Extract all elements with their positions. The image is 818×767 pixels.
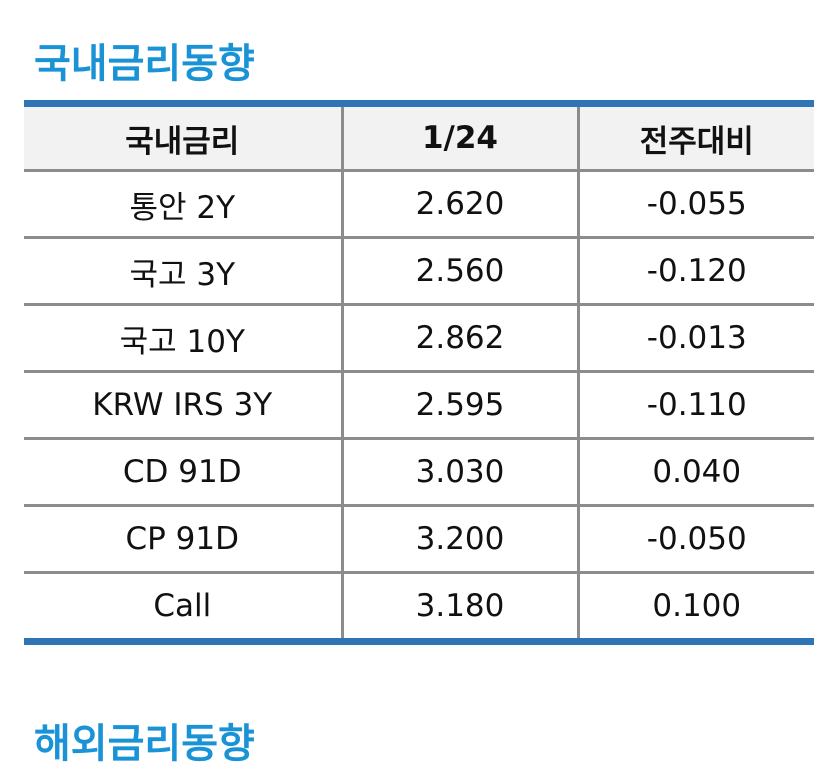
rate-name-cell: 통안 2Y	[24, 170, 344, 239]
domestic-rates-title: 국내금리동향	[34, 41, 255, 87]
rate-value-cell: 3.030	[342, 438, 580, 507]
table-row: Call 3.180 0.100	[24, 572, 814, 642]
table-row: 국고 10Y 2.862 -0.013	[24, 304, 814, 373]
rate-change-cell: -0.055	[578, 170, 814, 239]
rate-value-cell: 3.180	[342, 572, 580, 642]
rate-change-cell: -0.110	[578, 371, 814, 440]
rate-name-cell: CD 91D	[24, 438, 344, 507]
rate-value-cell: 2.620	[342, 170, 580, 239]
table-header-row: 국내금리 1/24 전주대비	[24, 103, 814, 172]
rate-change-cell: -0.013	[578, 304, 814, 373]
rate-name-cell: KRW IRS 3Y	[24, 371, 344, 440]
rate-change-cell: 0.100	[652, 588, 742, 624]
table-row: 국고 3Y 2.560 -0.120	[24, 237, 814, 306]
rate-name-cell: 국고 10Y	[24, 304, 344, 373]
rate-value-cell: 3.200	[342, 505, 580, 574]
domestic-rates-table: 국내금리 1/24 전주대비 통안 2Y 2.620 -0.055 국고 3Y …	[24, 100, 814, 645]
table-row: CD 91D 3.030 0.040	[24, 438, 814, 507]
rate-name-cell: Call	[24, 572, 344, 642]
table-row: CP 91D 3.200 -0.050	[24, 505, 814, 574]
rate-value-cell: 2.560	[342, 237, 580, 306]
rate-value-cell: 2.595	[342, 371, 580, 440]
table-row: 통안 2Y 2.620 -0.055	[24, 170, 814, 239]
rate-change-cell: -0.120	[578, 237, 814, 306]
rate-name-cell: 국고 3Y	[24, 237, 344, 306]
overseas-rates-title: 해외금리동향	[34, 721, 255, 767]
column-header-rate-name: 국내금리	[24, 103, 344, 172]
column-header-date: 1/24	[342, 103, 580, 172]
rate-name-cell: CP 91D	[24, 505, 344, 574]
rate-value-cell: 2.862	[342, 304, 580, 373]
rate-change-cell: 0.040	[578, 438, 814, 507]
rate-change-cell: -0.050	[578, 505, 814, 574]
table-row: KRW IRS 3Y 2.595 -0.110	[24, 371, 814, 440]
column-header-weekly-change: 전주대비	[578, 103, 814, 172]
